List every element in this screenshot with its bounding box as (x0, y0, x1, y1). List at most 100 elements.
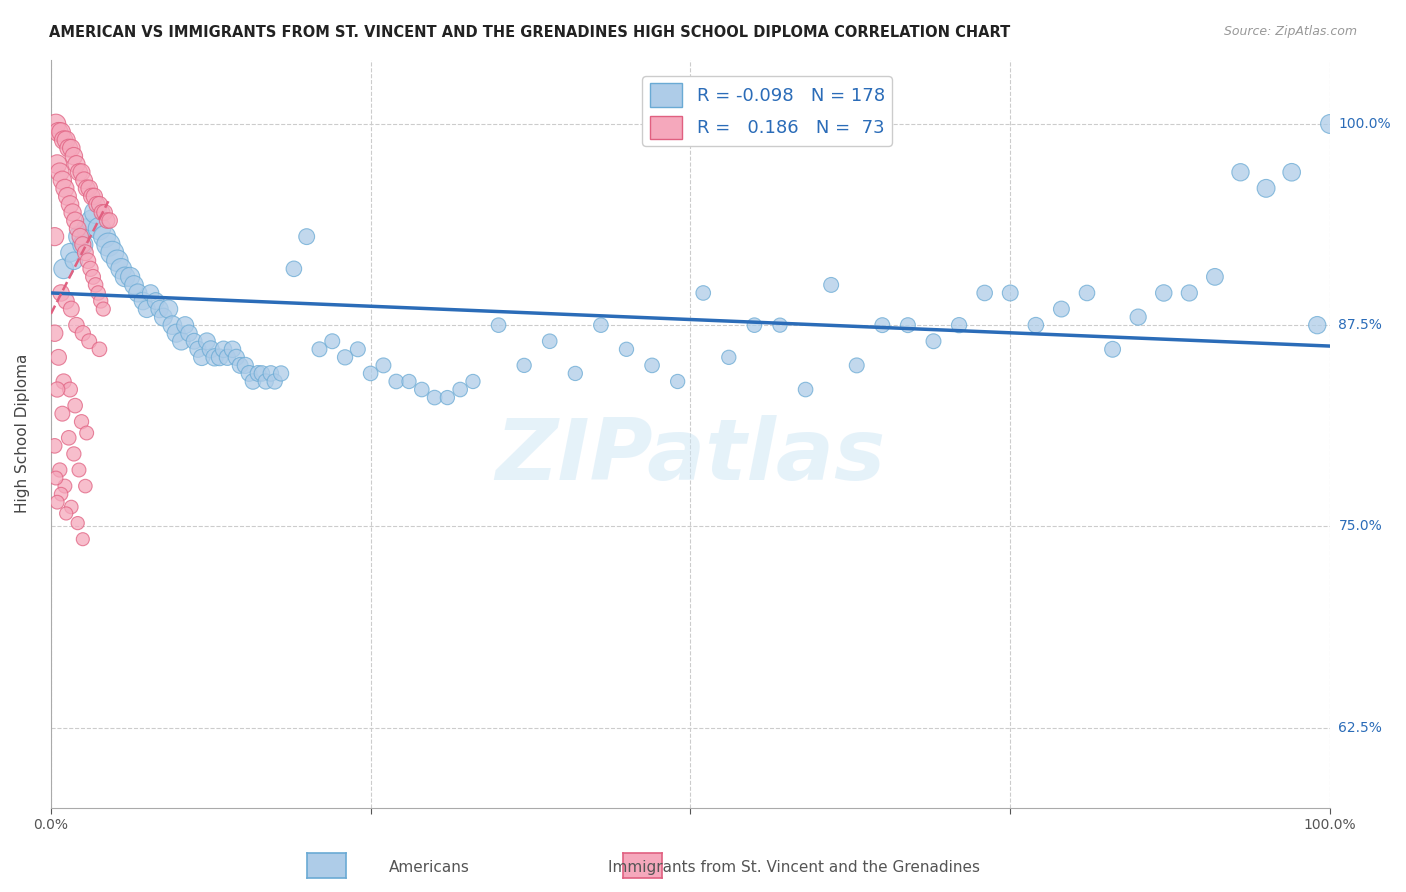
Point (692, 285, 714, 300)
Point (51, 173, 73, 187)
Point (1101, 343, 1123, 357)
Point (145, 293, 167, 308)
Point (73, 173, 96, 187)
Point (72, 237, 94, 252)
Legend: R = -0.098   N = 178, R =   0.186   N =  73: R = -0.098 N = 178, R = 0.186 N = 73 (643, 76, 891, 146)
Point (53, 181, 76, 195)
Point (589, 318, 612, 333)
Point (45, 471, 67, 485)
Point (56, 189, 79, 203)
Point (89, 221, 111, 235)
Point (170, 334, 193, 349)
Point (76, 181, 98, 195)
Point (89, 343, 111, 357)
Point (195, 334, 218, 349)
Point (45, 117, 67, 131)
Point (948, 318, 970, 333)
Point (55, 507, 77, 521)
Point (872, 318, 894, 333)
Point (59, 383, 82, 397)
Point (229, 359, 252, 373)
Point (1025, 318, 1047, 333)
Point (242, 375, 264, 389)
Point (247, 367, 270, 381)
Point (120, 269, 142, 284)
Point (67, 463, 90, 477)
Point (48, 351, 70, 365)
Point (283, 261, 305, 276)
Point (1050, 301, 1073, 316)
Point (321, 334, 343, 349)
Point (1306, 318, 1329, 333)
Point (233, 359, 256, 373)
Point (49, 165, 72, 179)
Point (55, 293, 77, 308)
Point (139, 285, 162, 300)
Point (70, 165, 93, 179)
Point (333, 351, 356, 365)
Point (385, 375, 408, 389)
Point (44, 326, 66, 341)
Point (93, 229, 115, 244)
Point (72, 326, 94, 341)
Point (65, 318, 87, 333)
Point (973, 285, 995, 300)
Text: 75.0%: 75.0% (1339, 519, 1382, 533)
Point (820, 277, 842, 292)
Point (744, 318, 766, 333)
Point (641, 359, 664, 373)
Point (97, 237, 120, 252)
Point (60, 500, 83, 514)
Point (52, 133, 75, 147)
Point (59, 197, 82, 211)
Point (1254, 181, 1277, 195)
Point (1000, 285, 1022, 300)
Point (295, 229, 318, 244)
Point (46, 495, 69, 509)
Point (204, 351, 226, 365)
Point (270, 367, 292, 381)
Point (114, 269, 136, 284)
Text: 87.5%: 87.5% (1339, 318, 1382, 332)
Point (48, 125, 70, 139)
Point (132, 293, 155, 308)
Point (221, 343, 243, 357)
Point (845, 359, 868, 373)
Point (70, 415, 93, 429)
Point (148, 301, 170, 316)
Point (135, 301, 157, 316)
Point (63, 399, 86, 413)
Point (58, 431, 80, 445)
Point (461, 375, 484, 389)
Point (1281, 165, 1303, 179)
Point (1128, 310, 1150, 325)
Point (616, 343, 638, 357)
Point (157, 301, 180, 316)
Point (110, 261, 132, 276)
Point (49, 463, 72, 477)
Point (63, 213, 86, 227)
Point (86, 197, 108, 211)
Point (75, 245, 97, 260)
Point (254, 375, 277, 389)
Point (373, 359, 395, 373)
Point (63, 253, 86, 268)
Point (200, 343, 222, 357)
Point (53, 479, 76, 493)
Point (87, 285, 110, 300)
Point (105, 253, 128, 268)
Point (84, 205, 107, 219)
Point (77, 334, 100, 349)
Point (238, 367, 260, 381)
Y-axis label: High School Diploma: High School Diploma (15, 354, 30, 514)
Point (67, 229, 90, 244)
Point (411, 383, 433, 397)
Point (77, 181, 100, 195)
Point (49, 285, 72, 300)
Point (165, 326, 187, 341)
Point (794, 383, 817, 397)
Point (91, 205, 114, 219)
Point (91, 301, 114, 316)
Point (62, 205, 84, 219)
Point (564, 367, 586, 381)
